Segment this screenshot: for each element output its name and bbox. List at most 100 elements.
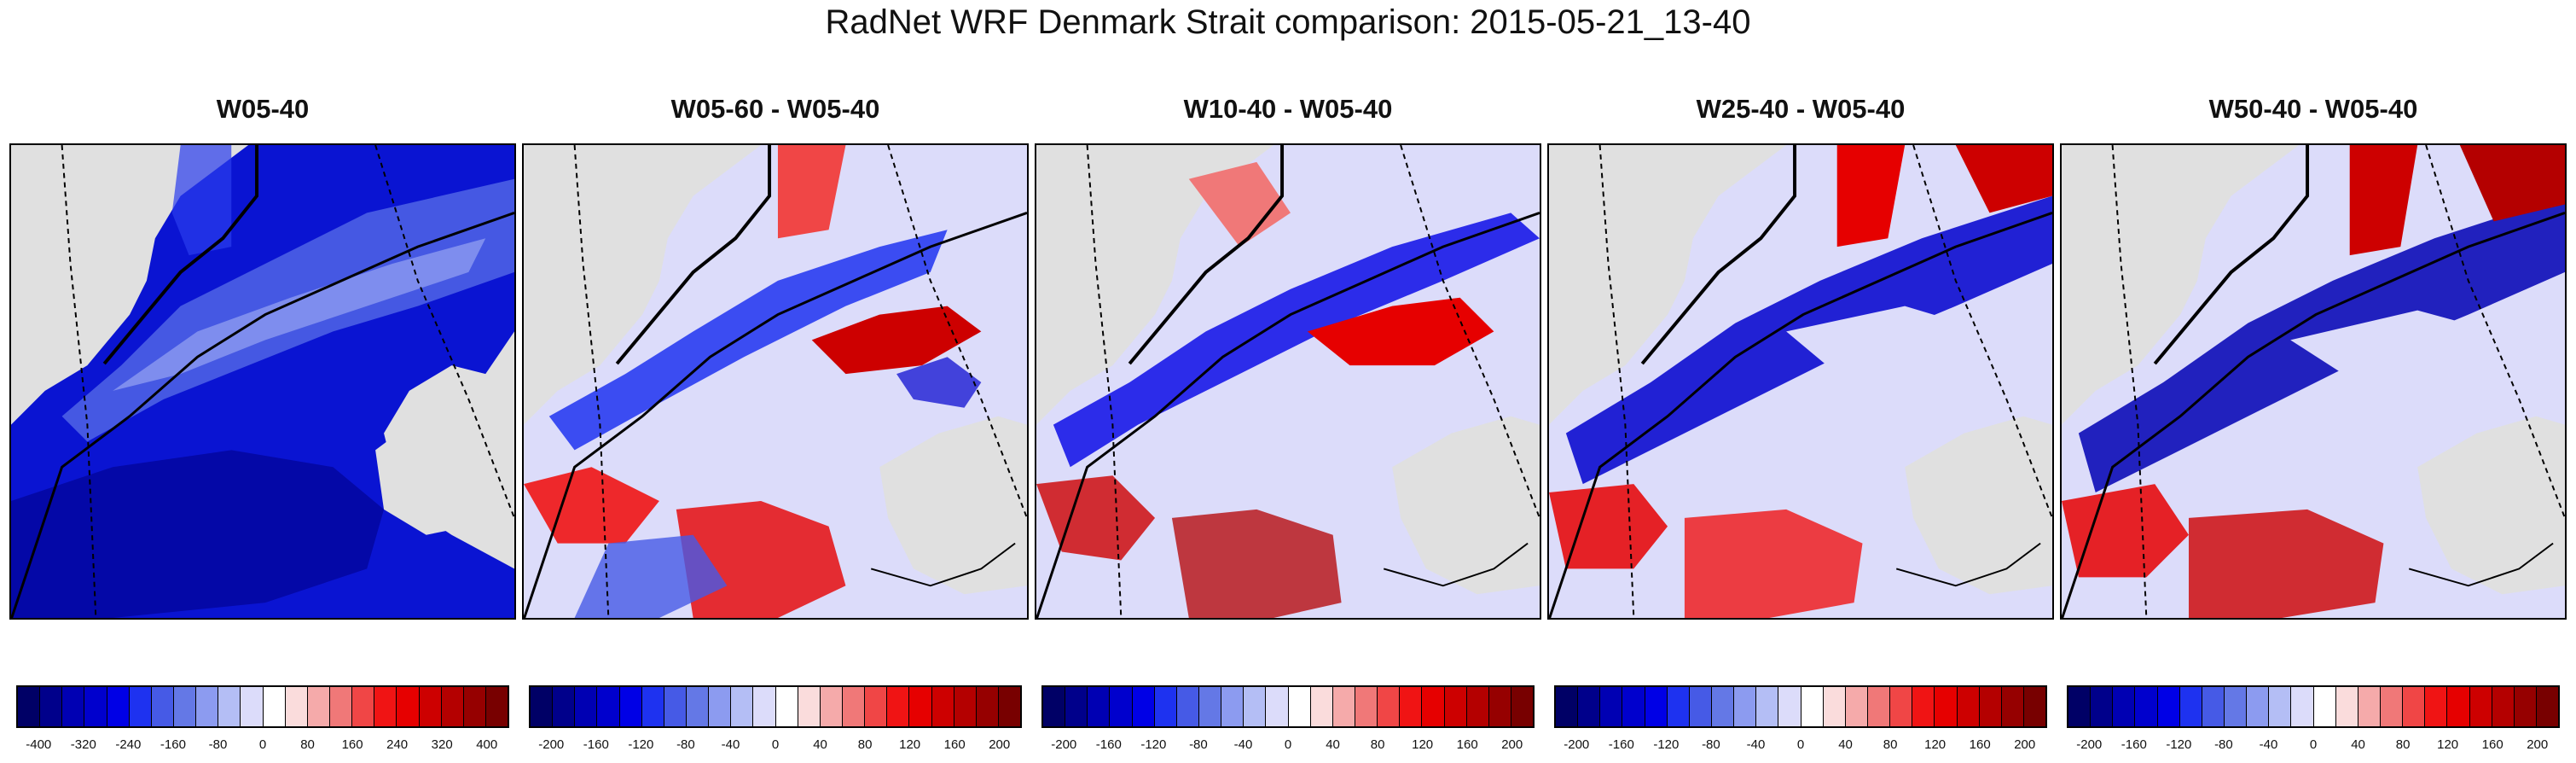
colorbar-cell xyxy=(2224,687,2248,726)
colorbar-cell xyxy=(2335,687,2358,726)
colorbar-labels-w50-40-diff: -200 -160 -120 -80 -40 0 40 80 120 160 200 xyxy=(2067,737,2560,756)
colorbar-cell xyxy=(84,687,107,726)
colorbar-tick-label: -40 xyxy=(721,737,740,752)
colorbar-cell xyxy=(2313,687,2336,726)
colorbar-tick-label: -120 xyxy=(628,737,654,752)
colorbar-tick-label: 0 xyxy=(2309,737,2318,752)
colorbar-cell xyxy=(1689,687,1712,726)
colorbar-cell xyxy=(531,687,554,726)
colorbar-cell xyxy=(107,687,130,726)
colorbar-cell xyxy=(1288,687,1311,726)
colorbar-cell xyxy=(1422,687,1445,726)
colorbar-cell xyxy=(1935,687,1958,726)
map-svg-w25-40-diff xyxy=(1549,145,2052,618)
colorbar-tick-label: -80 xyxy=(2214,737,2233,752)
colorbar-cell xyxy=(1043,687,1066,726)
colorbar-cell xyxy=(218,687,241,726)
colorbar-tick-label: -200 xyxy=(1564,737,1590,752)
map-w25-40-diff[interactable] xyxy=(1547,143,2054,620)
colorbar-cell xyxy=(931,687,954,726)
colorbar-cell xyxy=(597,687,620,726)
colorbar-cell xyxy=(2202,687,2225,726)
colorbar-cell xyxy=(686,687,710,726)
panel-title-w05-60-diff: W05-60 - W05-40 xyxy=(670,94,880,124)
colorbar-cell xyxy=(820,687,843,726)
colorbar-tick-label: 160 xyxy=(1456,737,1478,752)
colorbar-cell xyxy=(485,687,508,726)
colorbar-tick-label: -160 xyxy=(2121,737,2147,752)
colorbar-cell xyxy=(1065,687,1088,726)
colorbar-tick-label: 320 xyxy=(431,737,453,752)
colorbar-tick-label: 400 xyxy=(476,737,498,752)
colorbar-tick-label: 120 xyxy=(1412,737,1434,752)
colorbar-tick-label: -80 xyxy=(1702,737,1720,752)
colorbar-cell xyxy=(2247,687,2270,726)
colorbar-tick-label: 0 xyxy=(771,737,780,752)
colorbar-tick-label: -200 xyxy=(1051,737,1077,752)
colorbar-tick-label: 0 xyxy=(1284,737,1292,752)
colorbar-cell xyxy=(2469,687,2492,726)
colorbar-cell xyxy=(2403,687,2426,726)
colorbar-cell xyxy=(709,687,732,726)
colorbar-cell xyxy=(1622,687,1645,726)
colorbar-cell xyxy=(2023,687,2046,726)
colorbar-cell xyxy=(2068,687,2092,726)
colorbar-cell xyxy=(1244,687,1267,726)
colorbar-tick-label: 200 xyxy=(1501,737,1523,752)
colorbar-cell xyxy=(954,687,977,726)
colorbar-cell xyxy=(998,687,1021,726)
colorbar-labels-w25-40-diff: -200 -160 -120 -80 -40 0 40 80 120 160 200 xyxy=(1554,737,2047,756)
colorbar-cell xyxy=(1110,687,1133,726)
colorbar-tick-label: -120 xyxy=(1653,737,1680,752)
colorbar-cell xyxy=(1711,687,1735,726)
colorbar-cell xyxy=(2425,687,2448,726)
colorbar-tick-label: -200 xyxy=(538,737,565,752)
colorbar-cell xyxy=(1957,687,1980,726)
map-w10-40-diff[interactable] xyxy=(1035,143,1541,620)
colorbar-cell xyxy=(62,687,85,726)
colorbar-tick-label: 160 xyxy=(341,737,363,752)
panel-title-w10-40-diff: W10-40 - W05-40 xyxy=(1183,94,1393,124)
panel-title-w05-40: W05-40 xyxy=(216,94,310,124)
panel-title-w25-40-diff: W25-40 - W05-40 xyxy=(1696,94,1906,124)
colorbar-cell xyxy=(1734,687,1757,726)
colorbar-cell xyxy=(151,687,174,726)
colorbar-cell xyxy=(463,687,486,726)
map-w05-60-diff[interactable] xyxy=(522,143,1029,620)
colorbar-cell xyxy=(374,687,397,726)
colorbar-cell xyxy=(842,687,866,726)
colorbar-tick-label: -80 xyxy=(1189,737,1208,752)
colorbar-cell xyxy=(241,687,264,726)
map-svg-w05-40 xyxy=(11,145,514,618)
colorbar-cell xyxy=(2269,687,2292,726)
colorbar-tick-label: 80 xyxy=(857,737,873,752)
colorbar-tick-label: 40 xyxy=(2351,737,2365,752)
colorbar-cell xyxy=(18,687,41,726)
colorbar-tick-label: -200 xyxy=(2076,737,2103,752)
map-w05-40[interactable] xyxy=(9,143,516,620)
colorbar-cell xyxy=(329,687,353,726)
colorbar-cell xyxy=(1756,687,1779,726)
colorbar-cell xyxy=(441,687,464,726)
colorbar-cell xyxy=(2380,687,2404,726)
colorbar-cell xyxy=(1154,687,1177,726)
colorbar-cell xyxy=(798,687,821,726)
colorbar-cell xyxy=(641,687,664,726)
colorbar-cell xyxy=(129,687,152,726)
colorbar-tick-label: 80 xyxy=(1370,737,1385,752)
map-w50-40-diff[interactable] xyxy=(2060,143,2567,620)
colorbar-cell xyxy=(775,687,798,726)
colorbar-tick-label: 160 xyxy=(1969,737,1991,752)
colorbar-cell xyxy=(1801,687,1824,726)
colorbar-cell xyxy=(196,687,219,726)
colorbar-tick-label: -120 xyxy=(2166,737,2192,752)
colorbar-cell xyxy=(173,687,197,726)
colorbar-cell xyxy=(1332,687,1355,726)
colorbar-cell xyxy=(352,687,375,726)
colorbar-cell xyxy=(1979,687,2002,726)
colorbar-cell xyxy=(1645,687,1668,726)
colorbar-cell xyxy=(887,687,910,726)
colorbar-tick-label: -160 xyxy=(1608,737,1634,752)
colorbar-cell xyxy=(1176,687,1199,726)
colorbar-tick-label: 40 xyxy=(813,737,827,752)
